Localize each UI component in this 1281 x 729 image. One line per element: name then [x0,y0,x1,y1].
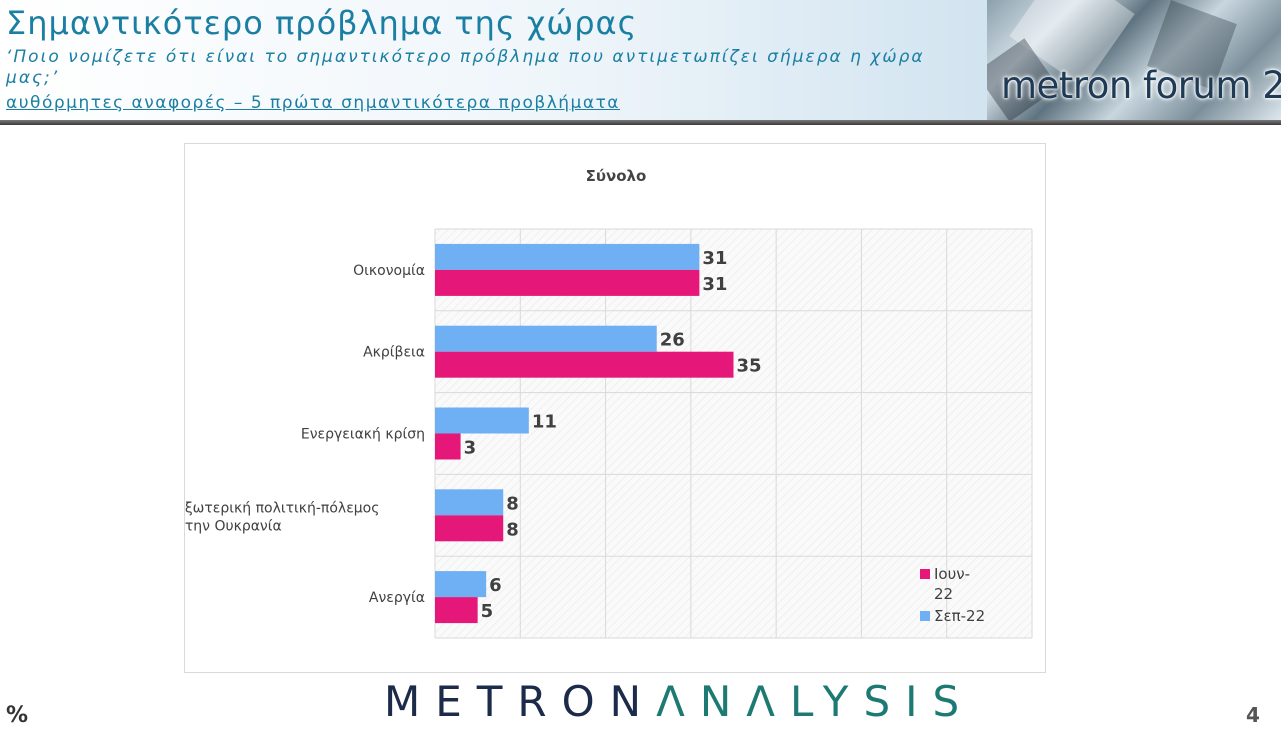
category-label: στην Ουκρανία [185,518,282,534]
bar-sep22 [435,489,504,516]
bar-sep22 [435,325,657,352]
subtitle-note: αυθόρμητες αναφορές – 5 πρώτα σημαντικότ… [6,93,621,113]
chart-frame: Σύνολο 31 31 26 35 11 3 8 8 6 5 Οικονομία Ακρίβεια… [176,143,1046,673]
bar-jun22 [435,351,734,378]
grid-lines [434,228,1033,639]
data-label: 6 [489,575,502,596]
bar-jun22 [435,433,461,460]
category-labels: Οικονομία Ακρίβεια Ενεργειακή κρίση Εξωτερι… [176,263,425,606]
category-label: Ενεργειακή κρίση [301,427,425,443]
percent-label: % [6,703,29,728]
category-label: Ανεργία [369,590,425,606]
category-label: Οικονομία [353,263,425,279]
data-label: 5 [481,601,494,622]
data-label: 26 [660,330,685,351]
brand-word-metron: METRON [384,677,657,726]
bar-jun22 [435,597,478,624]
metron-forum-logo: metron forum 2.0 [987,0,1281,120]
bar-sep22 [435,243,700,270]
legend-label: 22 [934,585,953,603]
page-title: Σημαντικότερο πρόβλημα της χώρας [6,4,638,42]
data-label: 35 [737,356,762,377]
metron-analysis-logo: METRONΛNΛLYSIS [384,677,974,726]
bar-sep22 [435,571,487,598]
data-label: 8 [506,493,519,514]
bar-jun22 [435,269,700,296]
survey-question: ‘Ποιο νομίζετε ότι είναι το σημαντικότερ… [6,47,925,88]
bars-layer: 31 31 26 35 11 3 8 8 6 5 [435,243,762,624]
bar-sep22 [435,407,529,434]
data-label: 31 [702,274,727,295]
legend: Ιουν- 22 Σεπ-22 [920,565,985,625]
data-label: 3 [464,438,477,459]
bar-jun22 [435,515,504,542]
data-label: 11 [532,412,557,433]
legend-swatch [920,569,930,579]
legend-swatch [920,611,930,621]
data-label: 8 [506,519,519,540]
page-number: 4 [1246,703,1260,727]
header-divider [0,120,1281,125]
legend-label: Ιουν- [934,565,970,583]
brand-word-analysis: ΛNΛLYSIS [656,677,975,726]
data-label: 31 [702,248,727,269]
logo-text: metron forum 2.0 [1001,64,1281,107]
category-label: Ακρίβεια [363,345,425,361]
legend-label: Σεπ-22 [934,607,985,625]
category-label: Εξωτερική πολιτική-πόλεμος [185,500,379,516]
bar-chart: Σύνολο 31 31 26 35 11 3 8 8 6 5 Οικονομία Ακρίβεια… [176,167,1033,639]
chart-title: Σύνολο [586,167,647,185]
plot-area [435,229,1032,638]
